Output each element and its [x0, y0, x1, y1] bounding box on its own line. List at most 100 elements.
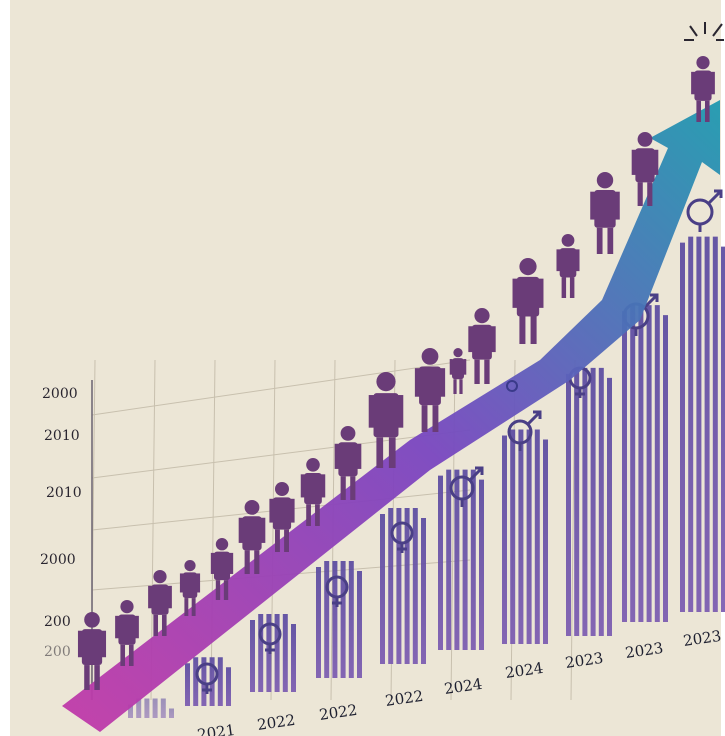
people-row — [77, 56, 715, 690]
bar — [324, 561, 330, 678]
person-icon — [238, 500, 266, 574]
bar-series — [128, 236, 725, 718]
bar — [396, 508, 402, 664]
bar — [704, 236, 710, 612]
bar — [226, 667, 231, 706]
arrow-node — [506, 380, 518, 392]
bar — [348, 561, 354, 678]
bar — [291, 624, 296, 692]
bar — [663, 315, 668, 622]
x-tick-label: 2023 — [682, 627, 722, 650]
x-tick-label: 2022 — [384, 687, 424, 710]
x-tick-label: 2022 — [256, 711, 296, 734]
bar — [582, 367, 588, 636]
bar — [721, 246, 725, 612]
grid-hline-1 — [91, 359, 471, 416]
bar — [630, 305, 636, 622]
bar — [454, 469, 460, 650]
bar — [566, 373, 571, 636]
x-tick-label: 2023 — [624, 639, 664, 662]
female-symbol-icon — [195, 662, 219, 694]
y-axis: 2000 2010 2010 2000 200 200 — [40, 380, 93, 700]
bar — [357, 571, 362, 678]
burst-icon — [684, 22, 724, 41]
trend-arrow-shape — [62, 100, 720, 732]
y-tick-label: 2010 — [44, 428, 80, 444]
grid-hline-2 — [91, 429, 471, 479]
bar — [316, 567, 321, 678]
bar — [185, 663, 190, 706]
bar — [160, 698, 166, 718]
bar — [502, 435, 507, 644]
bar — [470, 469, 476, 650]
person-icon — [590, 172, 620, 254]
y-tick-label: 2000 — [40, 552, 76, 568]
bar — [282, 614, 288, 692]
bar — [510, 429, 516, 644]
x-tick-label: 2022 — [318, 701, 358, 724]
bar — [136, 698, 142, 718]
female-symbol-icon — [325, 575, 349, 607]
bar — [193, 657, 199, 706]
male-symbol-icon — [686, 189, 723, 232]
person-icon — [148, 570, 172, 636]
y-tick-label: 200 — [44, 614, 71, 630]
person-icon — [300, 458, 326, 526]
bar — [479, 479, 484, 650]
y-tick-label: 2010 — [46, 485, 82, 501]
person-icon — [179, 560, 201, 616]
bar — [607, 377, 612, 636]
bar — [340, 561, 346, 678]
bar — [462, 469, 468, 650]
bar — [446, 469, 452, 650]
bar — [152, 698, 158, 718]
x-axis-labels: 2021 2022 2022 2022 2024 2024 2023 2023 2023 — [196, 627, 722, 736]
person-icon — [512, 258, 544, 344]
person-icon — [210, 538, 234, 600]
person-icon — [414, 348, 446, 432]
person-icon — [115, 600, 139, 666]
y-tick-label: 2000 — [42, 386, 78, 402]
bar — [534, 429, 540, 644]
x-tick-label: 2024 — [504, 659, 544, 682]
bar — [332, 561, 338, 678]
bar — [438, 475, 443, 650]
bar — [688, 236, 694, 612]
bar — [274, 614, 280, 692]
x-tick-label: 2021 — [196, 721, 236, 736]
bar — [696, 236, 702, 612]
bar — [654, 305, 660, 622]
bar — [646, 305, 652, 622]
person-icon — [468, 308, 496, 384]
trend-arrow — [62, 100, 720, 732]
bar — [258, 614, 264, 692]
bar — [217, 657, 223, 706]
burst-ray — [712, 23, 723, 37]
bar — [201, 657, 207, 706]
bar — [590, 367, 596, 636]
bar — [622, 311, 627, 622]
bar — [574, 367, 580, 636]
bar — [128, 704, 133, 718]
female-symbol-icon — [390, 521, 414, 553]
bar — [638, 305, 644, 622]
y-tick-label: 200 — [44, 644, 71, 660]
bar — [598, 367, 604, 636]
person-icon — [691, 56, 715, 122]
bar — [712, 236, 718, 612]
image-border-left — [0, 0, 10, 736]
female-symbol-icon — [258, 622, 282, 654]
male-symbol-icon — [449, 466, 484, 507]
male-symbol-icon — [507, 410, 542, 451]
person-icon — [631, 132, 659, 206]
bar — [543, 439, 548, 644]
bar — [250, 620, 255, 692]
bar — [526, 429, 532, 644]
bar — [380, 514, 385, 664]
bar — [404, 508, 410, 664]
burst-ray — [689, 25, 698, 37]
bar — [388, 508, 394, 664]
x-tick-label: 2023 — [564, 649, 604, 672]
bar — [421, 518, 426, 664]
